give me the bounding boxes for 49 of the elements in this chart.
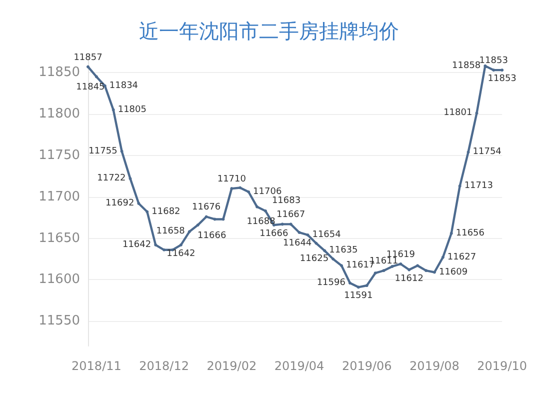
data-label: 11801 [444,108,472,118]
x-tick-label: 2019/06 [342,359,392,373]
data-label: 11591 [344,291,373,302]
data-label: 11853 [488,74,516,84]
y-tick-label: 11700 [38,189,80,204]
data-label: 11642 [122,240,152,250]
data-label: 11612 [394,274,424,284]
x-tick-label: 2019/04 [274,359,324,373]
y-tick-label: 11600 [38,272,80,288]
chart-title: 近一年沈阳市二手房挂牌均价 [139,19,399,43]
y-tick-label: 11550 [38,314,80,329]
data-label: 11656 [456,228,485,238]
data-label: 11609 [438,267,468,278]
data-label: 11667 [276,210,306,220]
data-label: 11858 [452,60,481,71]
x-tick-label: 2019/10 [477,359,528,373]
data-label: 11853 [479,56,508,66]
data-label: 11683 [272,196,301,206]
data-label: 11682 [152,206,180,217]
data-label: 11857 [74,52,102,63]
data-label: 11845 [76,82,105,93]
data-label: 11658 [156,226,186,237]
data-label: 11596 [316,278,346,288]
data-label: 11754 [472,147,502,158]
y-tick-label: 11800 [38,106,80,122]
y-tick-label: 11650 [38,230,80,246]
x-tick-label: 2019/08 [410,359,460,373]
data-label: 11625 [300,254,329,264]
data-label: 11642 [166,248,196,259]
data-label: 11654 [312,230,342,240]
data-label: 11692 [106,198,134,208]
data-label: 11666 [198,231,226,242]
data-label: 11706 [253,186,282,197]
data-label: 11666 [260,229,288,240]
x-tick-label: 2018/12 [139,359,189,373]
y-tick-label: 11750 [38,148,80,163]
data-label: 11755 [88,146,118,156]
data-label: 11713 [464,181,493,192]
data-label: 11635 [329,246,358,256]
data-label: 11676 [192,202,221,213]
data-label: 11644 [283,238,312,248]
x-tick-label: 2019/02 [206,359,257,373]
y-tick-label: 11850 [38,65,80,80]
data-label: 11834 [109,80,138,91]
data-label: 11710 [217,174,246,185]
data-label: 11722 [97,174,126,184]
x-tick-label: 2018/11 [72,359,122,373]
data-label: 11805 [118,104,146,115]
data-label: 11627 [447,252,476,262]
